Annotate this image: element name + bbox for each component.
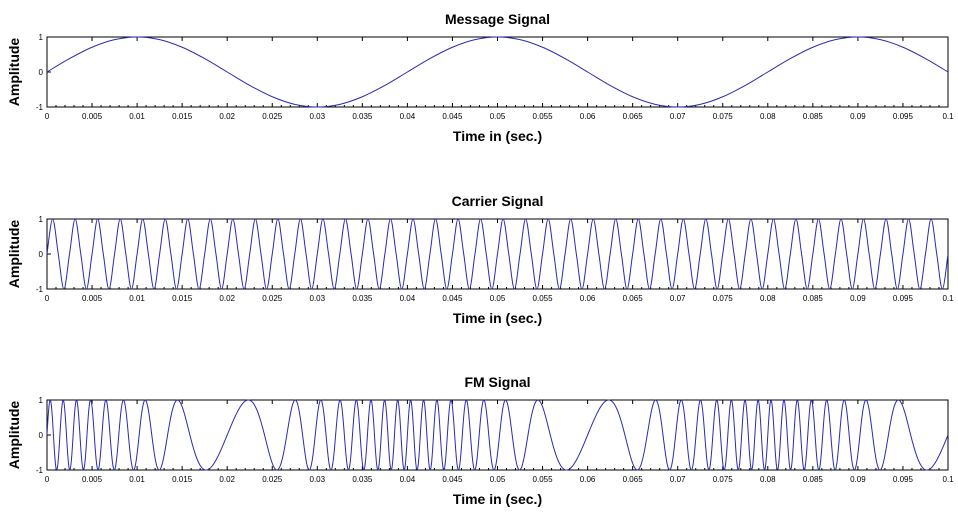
x-tick-label: 0.095 [893,294,914,303]
x-tick-label: 0.07 [670,475,686,484]
y-tick-label: 0 [39,431,44,440]
y-tick-label: -1 [36,285,44,294]
fm-signal-line [46,398,949,472]
x-tick-label: 0.085 [803,294,824,303]
x-tick-label: 0.035 [352,475,373,484]
x-tick-label: 0.075 [713,112,734,121]
x-tick-label: 0.01 [129,112,145,121]
y-axis-label: Amplitude [6,38,22,107]
x-axis-label: Time in (sec.) [453,128,542,144]
x-axis-label: Time in (sec.) [453,310,542,326]
x-tick-label: 0.015 [172,294,193,303]
x-tick-label: 0.1 [942,112,954,121]
x-tick-label: 0.05 [490,112,506,121]
x-tick-label: 0.03 [310,112,326,121]
x-tick-label: 0.035 [352,294,373,303]
x-tick-label: 0.085 [803,112,824,121]
x-tick-label: 0.015 [172,112,193,121]
x-tick-label: 0.1 [942,475,954,484]
chart-title: Carrier Signal [452,193,544,209]
x-tick-label: 0.01 [129,294,145,303]
carrier-signal-line [46,218,949,290]
x-tick-label: 0.03 [310,294,326,303]
x-tick-label: 0.04 [400,294,416,303]
x-tick-label: 0.025 [262,112,283,121]
x-tick-label: 0.05 [490,294,506,303]
x-tick-label: 0.09 [850,112,866,121]
chart-title: Message Signal [445,11,550,27]
x-tick-label: 0.045 [442,294,463,303]
x-tick-label: 0.1 [942,294,954,303]
x-tick-label: 0.015 [172,475,193,484]
x-tick-label: 0.07 [670,112,686,121]
x-tick-label: 0.005 [82,294,103,303]
x-tick-label: 0.02 [219,475,235,484]
x-axis-label: Time in (sec.) [453,491,542,507]
x-tick-label: 0.08 [760,294,776,303]
x-tick-label: 0.04 [400,475,416,484]
y-tick-label: 0 [39,68,44,77]
message-signal-line [46,36,949,108]
x-tick-label: 0.045 [442,475,463,484]
x-tick-label: 0.065 [623,112,644,121]
x-tick-label: 0.02 [219,112,235,121]
x-tick-label: 0.035 [352,112,373,121]
x-tick-label: 0.045 [442,112,463,121]
x-tick-label: 0.06 [580,475,596,484]
carrier-signal-chart: Carrier Signal 0 0.005 0.01 0.015 0.02 0.025 0.… [6,193,954,326]
x-tick-label: 0.075 [713,475,734,484]
x-tick-label: 0.05 [490,475,506,484]
x-tick-label: 0.055 [533,112,554,121]
x-tick-label: 0.005 [82,475,103,484]
y-tick-label: 1 [39,215,44,224]
x-tick-label: 0.005 [82,112,103,121]
fm-signal-chart: FM Signal 0 0.005 0.01 0.015 0.02 0.025 0.03 0.0… [6,374,954,507]
x-tick-label: 0.06 [580,294,596,303]
x-tick-label: 0.095 [893,112,914,121]
x-tick-label: 0.04 [400,112,416,121]
x-tick-label: 0 [45,475,50,484]
x-tick-label: 0.09 [850,294,866,303]
x-tick-label: 0.06 [580,112,596,121]
y-tick-label: -1 [36,466,44,475]
x-tick-label: 0.09 [850,475,866,484]
x-tick-label: 0.065 [623,294,644,303]
x-tick-label: 0.065 [623,475,644,484]
x-tick-label: 0.055 [533,294,554,303]
x-tick-label: 0.075 [713,294,734,303]
message-signal-chart: Message Signal 0 0.005 0.01 0.015 0.02 0.025 0.… [6,11,954,144]
y-axis-label: Amplitude [6,401,22,470]
x-tick-label: 0.085 [803,475,824,484]
x-tick-label: 0 [45,294,50,303]
x-tick-label: 0.08 [760,112,776,121]
x-tick-label: 0.08 [760,475,776,484]
y-tick-label: 0 [39,250,44,259]
x-tick-label: 0.025 [262,475,283,484]
x-tick-label: 0.02 [219,294,235,303]
chart-title: FM Signal [464,374,530,390]
x-tick-label: 0.03 [310,475,326,484]
x-tick-label: 0 [45,112,50,121]
x-tick-label: 0.025 [262,294,283,303]
x-tick-label: 0.055 [533,475,554,484]
y-tick-label: 1 [39,396,44,405]
y-tick-label: 1 [39,33,44,42]
y-tick-label: -1 [36,103,44,112]
y-axis-label: Amplitude [6,220,22,289]
x-tick-label: 0.01 [129,475,145,484]
x-tick-label: 0.07 [670,294,686,303]
x-tick-label: 0.095 [893,475,914,484]
